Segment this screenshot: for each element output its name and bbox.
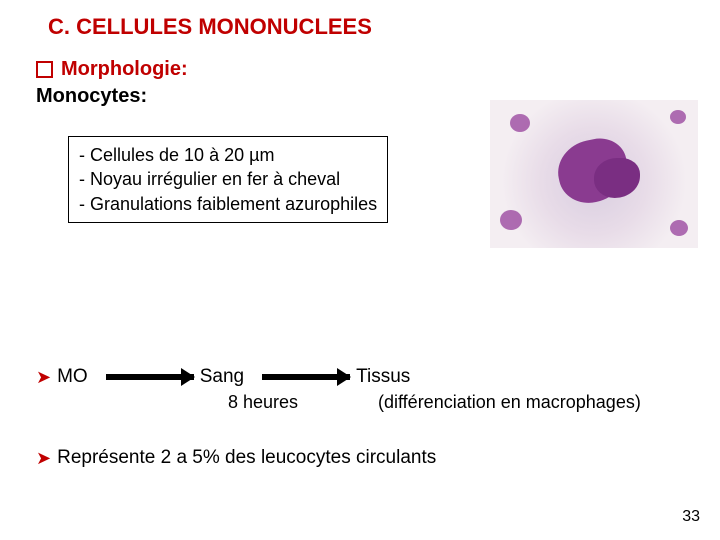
flow-duration: 8 heures <box>228 392 378 413</box>
square-bullet-icon <box>36 61 53 78</box>
monocyte-image <box>490 100 698 248</box>
section-row: Morphologie: <box>36 58 702 81</box>
last-bullet-text: Représente 2 a 5% des leucocytes circula… <box>57 447 436 469</box>
box-line-1: - Cellules de 10 à 20 µm <box>79 143 377 167</box>
arrow-icon <box>106 374 194 380</box>
box-line-2: - Noyau irrégulier en fer à cheval <box>79 167 377 191</box>
flow-row: ➤ MO Sang Tissus <box>36 366 702 388</box>
chevron-icon: ➤ <box>36 367 51 388</box>
flow-mid: Sang <box>200 366 244 388</box>
flow-diff: (différenciation en macrophages) <box>378 392 641 413</box>
characteristics-box: - Cellules de 10 à 20 µm - Noyau irrégul… <box>68 136 388 223</box>
chevron-icon: ➤ <box>36 448 51 469</box>
flow-sub-row: 8 heures (différenciation en macrophages… <box>228 392 702 413</box>
flow-end: Tissus <box>356 366 410 388</box>
last-bullet-row: ➤ Représente 2 a 5% des leucocytes circu… <box>36 447 702 469</box>
slide-title: C. CELLULES MONONUCLEES <box>48 14 702 40</box>
content-row: - Cellules de 10 à 20 µm - Noyau irrégul… <box>68 136 702 248</box>
box-line-3: - Granulations faiblement azurophiles <box>79 192 377 216</box>
page-number: 33 <box>682 508 700 526</box>
flow-origin: MO <box>57 366 88 388</box>
arrow-icon <box>262 374 350 380</box>
section-label: Morphologie: <box>61 58 188 81</box>
